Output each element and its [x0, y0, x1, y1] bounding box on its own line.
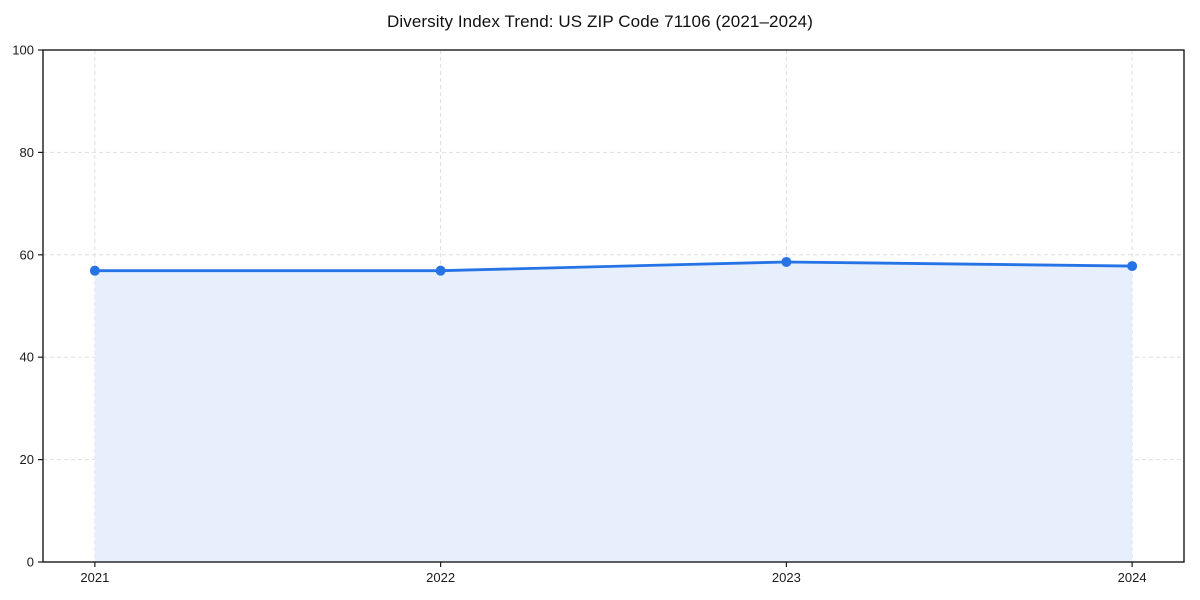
y-tick-label: 40 [20, 350, 34, 365]
y-tick-label: 0 [27, 555, 34, 570]
y-tick-label: 60 [20, 247, 34, 262]
x-tick-label: 2024 [1118, 570, 1147, 585]
data-point-marker [781, 256, 792, 267]
y-tick-label: 80 [20, 145, 34, 160]
area-fill [94, 261, 1133, 562]
x-tick-label: 2023 [772, 570, 801, 585]
x-tick-label: 2022 [426, 570, 455, 585]
x-tick-label: 2021 [80, 570, 109, 585]
y-tick-label: 100 [12, 43, 34, 58]
data-point-marker [435, 265, 446, 276]
data-point-marker [89, 265, 100, 276]
trend-line [93, 260, 1134, 273]
data-point-marker [1127, 261, 1138, 272]
chart-title: Diversity Index Trend: US ZIP Code 71106… [386, 12, 814, 31]
plot-border [42, 49, 1185, 563]
y-tick-label: 20 [20, 452, 34, 467]
